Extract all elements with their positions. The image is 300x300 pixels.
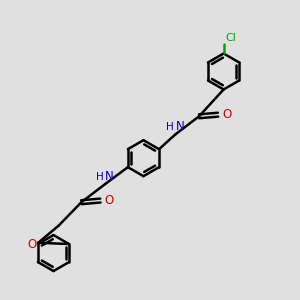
Text: N: N <box>105 169 114 183</box>
Text: N: N <box>176 120 184 133</box>
Text: O: O <box>28 238 37 251</box>
Text: O: O <box>222 108 231 121</box>
Text: Cl: Cl <box>225 33 236 43</box>
Text: H: H <box>166 122 174 132</box>
Text: H: H <box>96 172 103 182</box>
Text: O: O <box>104 194 114 207</box>
